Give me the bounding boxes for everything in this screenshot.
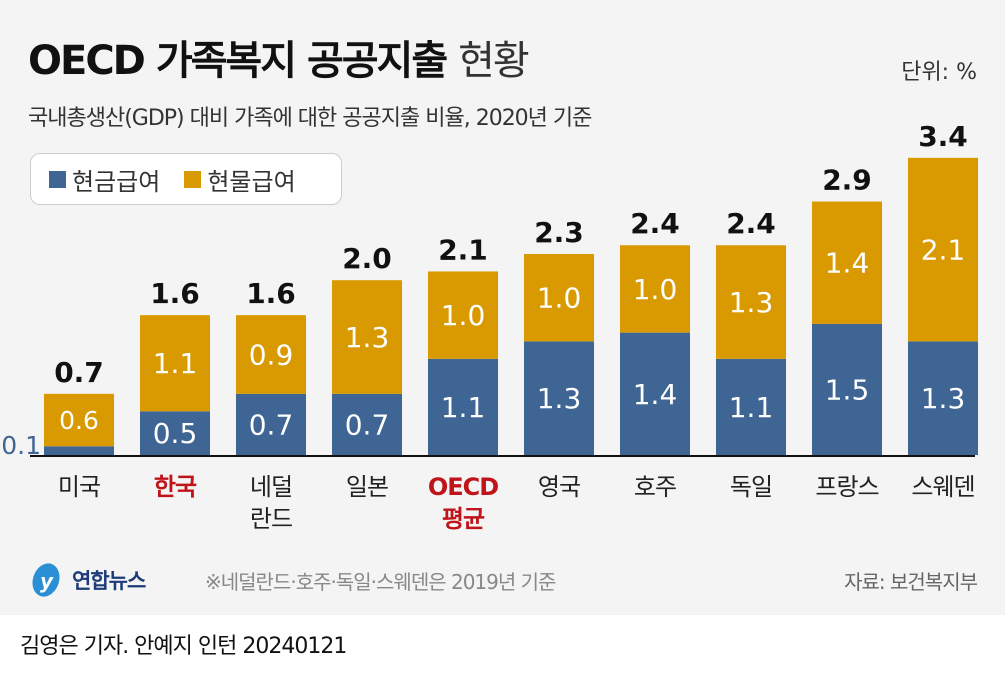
data-label-in-kind: 1.0	[441, 299, 486, 332]
bar-cash	[44, 446, 114, 455]
chart-title: OECD 가족복지 공공지출 현황	[28, 28, 530, 86]
title-bold: OECD 가족복지 공공지출	[28, 38, 448, 84]
bar-in-kind	[332, 280, 402, 394]
bar-cash	[812, 323, 882, 455]
data-label-cash: 1.5	[825, 373, 870, 406]
bar-in-kind	[524, 253, 594, 342]
bar-in-kind	[812, 201, 882, 324]
legend-label: 현금급여	[72, 167, 161, 196]
total-label: 1.6	[246, 277, 296, 310]
logo-text: 연합뉴스	[72, 569, 146, 593]
total-label: 2.0	[342, 242, 392, 275]
legend-item-cash: 현금급여	[49, 162, 160, 197]
bar-in-kind	[236, 315, 306, 394]
category-label: 호주	[634, 473, 676, 501]
bar-cash	[716, 358, 786, 455]
total-label: 3.4	[918, 120, 968, 153]
logo-icon: y	[32, 563, 60, 597]
category-label: 스웨덴	[911, 473, 974, 501]
data-label-in-kind: 1.0	[633, 273, 678, 306]
data-label-in-kind: 0.9	[249, 338, 294, 371]
bar-cash	[620, 332, 690, 455]
bar-in-kind	[908, 157, 978, 342]
data-label-in-kind: 1.3	[729, 286, 774, 319]
total-label: 2.9	[822, 164, 872, 197]
bar-in-kind	[44, 393, 114, 447]
category-label: OECD	[428, 473, 498, 501]
category-label: 란드	[250, 505, 292, 533]
data-label-cash: 1.3	[537, 382, 582, 415]
total-label: 2.4	[726, 207, 776, 240]
data-label-in-kind: 0.6	[59, 406, 99, 435]
category-label: 독일	[730, 473, 772, 501]
data-label-cash: 0.5	[153, 417, 198, 450]
bar-cash	[524, 341, 594, 455]
data-label-cash: 0.7	[249, 408, 294, 441]
data-label-in-kind: 2.1	[921, 234, 966, 267]
data-label-cash: 1.1	[729, 391, 774, 424]
bar-cash	[428, 358, 498, 455]
legend-swatch-cash	[49, 170, 66, 188]
unit-label: 단위: %	[901, 60, 977, 85]
category-label: 일본	[346, 473, 388, 501]
bar-in-kind	[428, 271, 498, 359]
total-label: 2.4	[630, 207, 680, 240]
data-label-in-kind: 1.4	[825, 247, 870, 280]
data-label-cash: 1.3	[921, 382, 966, 415]
category-label: 영국	[538, 473, 580, 501]
category-label: 평균	[442, 505, 485, 533]
legend-label: 현물급여	[207, 167, 296, 196]
credit: 김영은 기자. 안예지 인턴 20240121	[20, 634, 347, 659]
title-light: 현황	[458, 38, 530, 84]
bar-cash	[908, 341, 978, 455]
data-label-cash: 1.4	[633, 378, 678, 411]
data-label-cash: 0.7	[345, 408, 390, 441]
data-label-cash: 1.1	[441, 391, 486, 424]
data-label-in-kind: 1.3	[345, 321, 390, 354]
svg-text:y: y	[40, 569, 54, 593]
category-label: 네덜	[250, 473, 292, 501]
footnote: ※네덜란드·호주·독일·스웨덴은 2019년 기준	[205, 570, 556, 594]
bar-in-kind	[716, 245, 786, 359]
bar-cash	[140, 411, 210, 455]
total-label: 2.1	[438, 233, 488, 266]
source: 자료: 보건복지부	[844, 570, 978, 594]
bar-chart: 0.10.60.7미국0.51.11.6한국0.70.91.6네덜란드0.71.…	[1, 120, 978, 533]
chart-subtitle: 국내총생산(GDP) 대비 가족에 대한 공공지출 비율, 2020년 기준	[28, 106, 592, 131]
bar-in-kind	[620, 245, 690, 333]
bar-cash	[236, 393, 306, 455]
legend-item-in-kind: 현물급여	[184, 162, 296, 197]
total-label: 1.6	[150, 277, 200, 310]
total-label: 2.3	[534, 216, 584, 249]
bar-cash	[332, 393, 402, 455]
data-label-in-kind: 1.0	[537, 282, 582, 315]
category-label: 미국	[58, 473, 100, 501]
yonhap-logo: y 연합뉴스	[28, 560, 146, 600]
category-label: 프랑스	[815, 473, 878, 501]
data-label-in-kind: 1.1	[153, 347, 198, 380]
category-label: 한국	[154, 473, 197, 501]
bar-in-kind	[140, 315, 210, 412]
legend: 현금급여 현물급여	[30, 153, 342, 205]
total-label: 0.7	[54, 356, 104, 389]
legend-swatch-in-kind	[184, 170, 202, 188]
